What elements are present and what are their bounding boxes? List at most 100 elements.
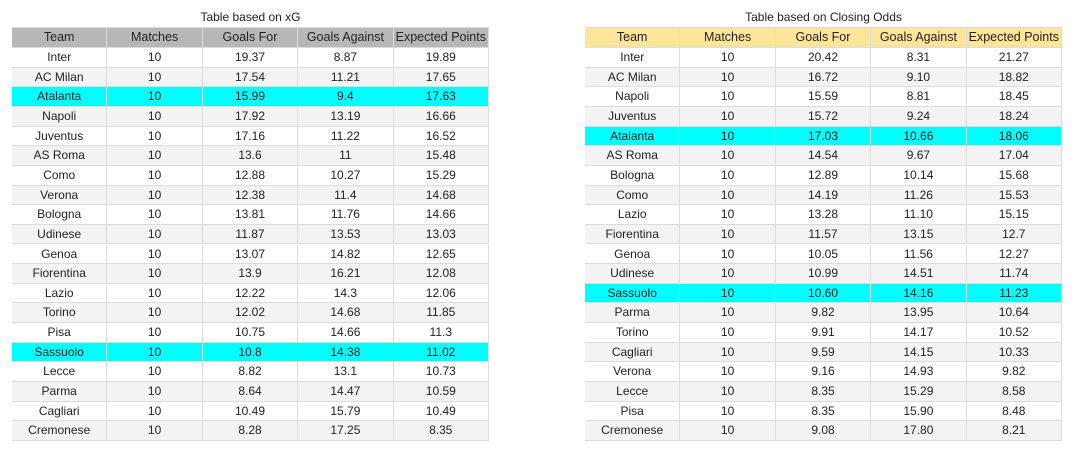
value-cell: 11.22 bbox=[298, 126, 394, 147]
team-cell: Sassuolo bbox=[12, 342, 108, 363]
value-cell: 10 bbox=[107, 362, 203, 383]
team-cell: Pisa bbox=[12, 323, 108, 343]
value-cell: 19.37 bbox=[202, 48, 299, 68]
value-cell: 10.66 bbox=[871, 126, 967, 147]
value-cell: 11.76 bbox=[298, 205, 394, 225]
value-cell: 10 bbox=[680, 48, 776, 68]
value-cell: 10 bbox=[680, 146, 776, 166]
team-cell: Cagliari bbox=[585, 342, 681, 363]
value-cell: 10.59 bbox=[393, 382, 489, 402]
value-cell: 12.27 bbox=[966, 244, 1062, 265]
value-cell: 11.4 bbox=[298, 185, 394, 206]
value-cell: 9.67 bbox=[871, 146, 967, 166]
team-cell: Lecce bbox=[12, 362, 108, 383]
value-cell: 10 bbox=[107, 224, 203, 245]
value-cell: 11.85 bbox=[393, 303, 489, 324]
value-cell: 14.47 bbox=[298, 382, 394, 402]
value-cell: 10 bbox=[107, 264, 203, 284]
value-cell: 10 bbox=[107, 382, 203, 402]
team-cell: Parma bbox=[12, 382, 108, 402]
value-cell: 10 bbox=[680, 185, 776, 206]
value-cell: 17.92 bbox=[202, 106, 299, 127]
value-cell: 8.35 bbox=[775, 401, 872, 422]
value-cell: 17.80 bbox=[871, 421, 967, 441]
value-cell: 10 bbox=[107, 205, 203, 225]
value-cell: 13.81 bbox=[202, 205, 299, 225]
table-title: Table based on xG bbox=[12, 8, 489, 28]
team-cell: Lazio bbox=[12, 283, 108, 304]
value-cell: 10.14 bbox=[871, 165, 967, 186]
value-cell: 14.68 bbox=[298, 303, 394, 324]
value-cell: 18.82 bbox=[966, 67, 1062, 88]
value-cell: 10 bbox=[107, 67, 203, 88]
value-cell: 12.06 bbox=[393, 283, 489, 304]
team-cell: Bologna bbox=[12, 205, 108, 225]
column-header: Goals Against bbox=[871, 28, 967, 48]
value-cell: 17.04 bbox=[966, 146, 1062, 166]
team-cell: Inter bbox=[585, 48, 681, 68]
value-cell: 15.59 bbox=[775, 87, 872, 107]
value-cell: 12.89 bbox=[775, 165, 872, 186]
team-cell: Lazio bbox=[585, 205, 681, 225]
value-cell: 10.05 bbox=[775, 244, 872, 265]
value-cell: 9.4 bbox=[298, 87, 394, 107]
value-cell: 15.99 bbox=[202, 87, 299, 107]
value-cell: 13.95 bbox=[871, 303, 967, 324]
value-cell: 10.73 bbox=[393, 362, 489, 383]
value-cell: 10 bbox=[680, 283, 776, 304]
value-cell: 8.64 bbox=[202, 382, 299, 402]
value-cell: 14.68 bbox=[393, 185, 489, 206]
team-cell: Sassuolo bbox=[585, 283, 681, 304]
value-cell: 9.59 bbox=[775, 342, 872, 363]
value-cell: 14.19 bbox=[775, 185, 872, 206]
value-cell: 8.48 bbox=[966, 401, 1062, 422]
value-cell: 16.66 bbox=[393, 106, 489, 127]
value-cell: 10 bbox=[107, 87, 203, 107]
value-cell: 14.66 bbox=[298, 323, 394, 343]
value-cell: 19.89 bbox=[393, 48, 489, 68]
value-cell: 10.33 bbox=[966, 342, 1062, 363]
value-cell: 12.88 bbox=[202, 165, 299, 186]
value-cell: 10 bbox=[680, 323, 776, 343]
value-cell: 14.38 bbox=[298, 342, 394, 363]
value-cell: 8.35 bbox=[393, 421, 489, 441]
value-cell: 10 bbox=[680, 264, 776, 284]
value-cell: 15.90 bbox=[871, 401, 967, 422]
value-cell: 10.52 bbox=[966, 323, 1062, 343]
value-cell: 15.72 bbox=[775, 106, 872, 127]
value-cell: 10.99 bbox=[775, 264, 872, 284]
team-cell: Atalanta bbox=[585, 126, 681, 147]
value-cell: 10.49 bbox=[393, 401, 489, 422]
value-cell: 16.72 bbox=[775, 67, 872, 88]
value-cell: 10 bbox=[107, 48, 203, 68]
value-cell: 17.65 bbox=[393, 67, 489, 88]
value-cell: 12.02 bbox=[202, 303, 299, 324]
team-cell: Lecce bbox=[585, 382, 681, 402]
value-cell: 9.82 bbox=[966, 362, 1062, 383]
value-cell: 16.21 bbox=[298, 264, 394, 284]
value-cell: 17.63 bbox=[393, 87, 489, 107]
value-cell: 10 bbox=[680, 401, 776, 422]
column-header: Expected Points bbox=[393, 28, 489, 48]
value-cell: 15.15 bbox=[966, 205, 1062, 225]
value-cell: 11.02 bbox=[393, 342, 489, 363]
value-cell: 15.79 bbox=[298, 401, 394, 422]
value-cell: 11 bbox=[298, 146, 394, 166]
value-cell: 13.19 bbox=[298, 106, 394, 127]
value-cell: 17.25 bbox=[298, 421, 394, 441]
value-cell: 17.16 bbox=[202, 126, 299, 147]
value-cell: 9.08 bbox=[775, 421, 872, 441]
value-cell: 13.28 bbox=[775, 205, 872, 225]
team-cell: Como bbox=[12, 165, 108, 186]
value-cell: 15.48 bbox=[393, 146, 489, 166]
team-cell: Parma bbox=[585, 303, 681, 324]
value-cell: 10 bbox=[107, 342, 203, 363]
team-cell: Napoli bbox=[12, 106, 108, 127]
team-cell: AC Milan bbox=[585, 67, 681, 88]
value-cell: 10 bbox=[680, 421, 776, 441]
table-title: Table based on Closing Odds bbox=[585, 8, 1062, 28]
value-cell: 10 bbox=[107, 421, 203, 441]
team-cell: Como bbox=[585, 185, 681, 206]
value-cell: 10 bbox=[107, 244, 203, 265]
